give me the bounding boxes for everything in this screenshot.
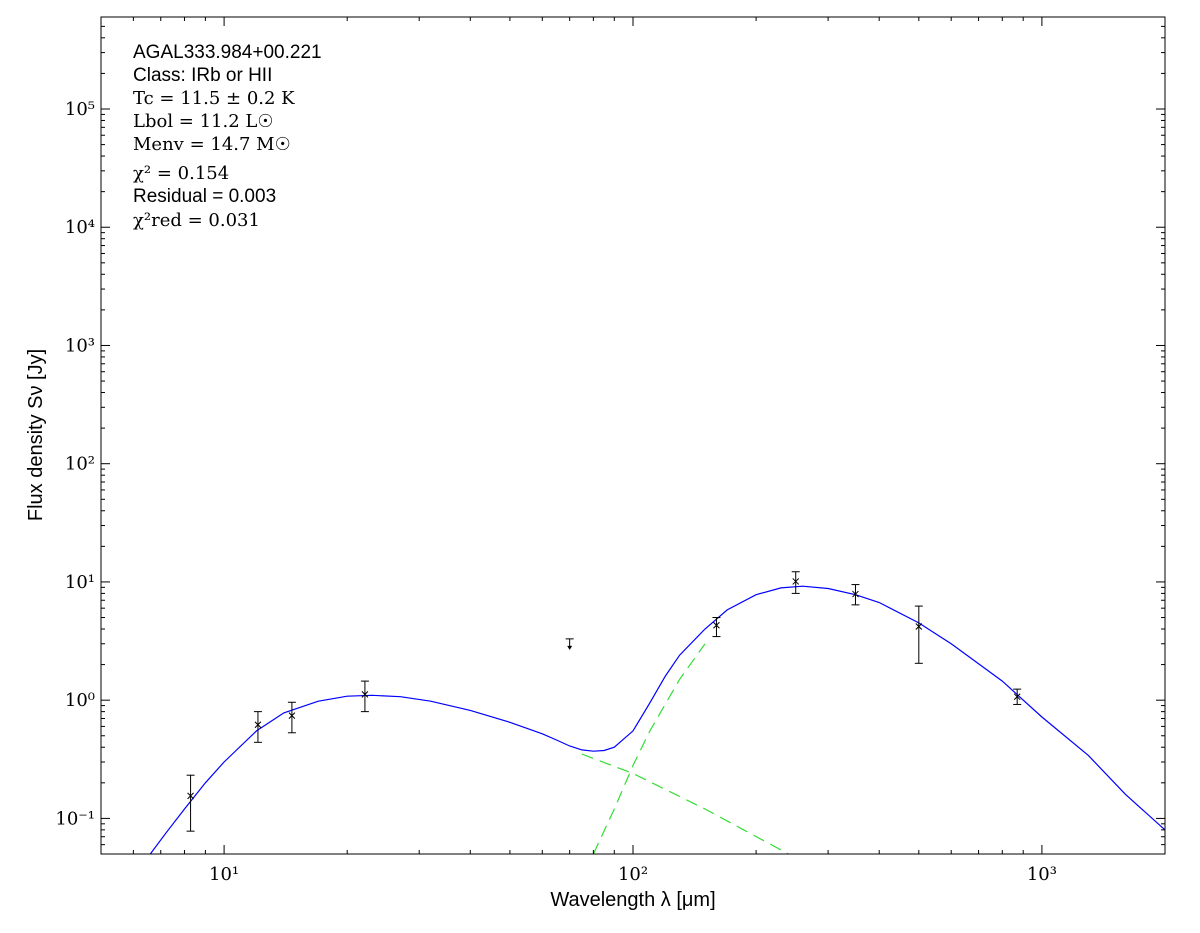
point-marker [852, 590, 859, 598]
point-marker [713, 621, 720, 629]
data-point-3 [360, 680, 369, 713]
annotation-class: Class: IRb or HII [133, 65, 272, 86]
annotation-luminosity: Lbol = 11.2 L☉ [133, 111, 273, 132]
y-tick-label: 10⁻¹ [55, 808, 95, 829]
x-tick-label: 10¹ [209, 864, 239, 885]
data-point-4 [712, 617, 721, 638]
y-tick-label: 10¹ [65, 572, 95, 593]
model-total-line [149, 585, 1166, 855]
point-marker [792, 578, 800, 585]
upper-limit-0 [565, 638, 574, 650]
annotation-mass: Menv = 14.7 M☉ [133, 134, 291, 155]
point-marker [915, 623, 923, 630]
data-point-2 [287, 701, 296, 734]
annotation-source: AGAL333.984+00.221 [133, 42, 322, 63]
point-marker [1013, 693, 1021, 701]
annotation-temperature: Tc = 11.5 ± 0.2 K [133, 88, 295, 109]
tick-labels: 10¹ 10² 10³ 10⁻¹ 10⁰ 10¹ 10² 10³ 10⁴ 10⁵ [55, 99, 1057, 885]
data-point-8 [1013, 688, 1022, 705]
data-point-5 [791, 571, 800, 594]
data-point-7 [914, 605, 923, 664]
x-axis-label: Wavelength λ [μm] [550, 889, 715, 911]
data-points [186, 571, 1022, 832]
annotation-residual: Residual = 0.003 [133, 186, 276, 207]
y-axis-label: Flux density Sν [Jy] [25, 349, 47, 521]
x-tick-label: 10² [618, 864, 648, 885]
data-point-6 [851, 584, 860, 606]
axis-ticks [100, 16, 1166, 855]
y-tick-label: 10⁰ [65, 690, 95, 711]
y-tick-label: 10⁴ [65, 217, 95, 238]
data-point-1 [253, 711, 262, 743]
y-tick-label: 10³ [65, 335, 95, 356]
point-marker [361, 691, 369, 698]
annotation-block: AGAL333.984+00.221 Class: IRb or HII Tc … [133, 42, 322, 231]
y-tick-label: 10² [65, 454, 95, 475]
annotation-chi2: χ² = 0.154 [133, 163, 229, 184]
data-point-0 [186, 774, 195, 832]
point-marker [288, 712, 296, 719]
model-curves [149, 585, 1166, 855]
model-component-line-1 [581, 753, 789, 855]
x-tick-label: 10³ [1027, 864, 1057, 885]
y-tick-label: 10⁵ [65, 99, 95, 120]
point-marker [187, 792, 194, 800]
annotation-chi2-reduced: χ²red = 0.031 [133, 210, 260, 231]
model-component-line-2 [592, 643, 706, 855]
point-marker [254, 721, 262, 729]
upper-limit-arrow [567, 645, 573, 650]
